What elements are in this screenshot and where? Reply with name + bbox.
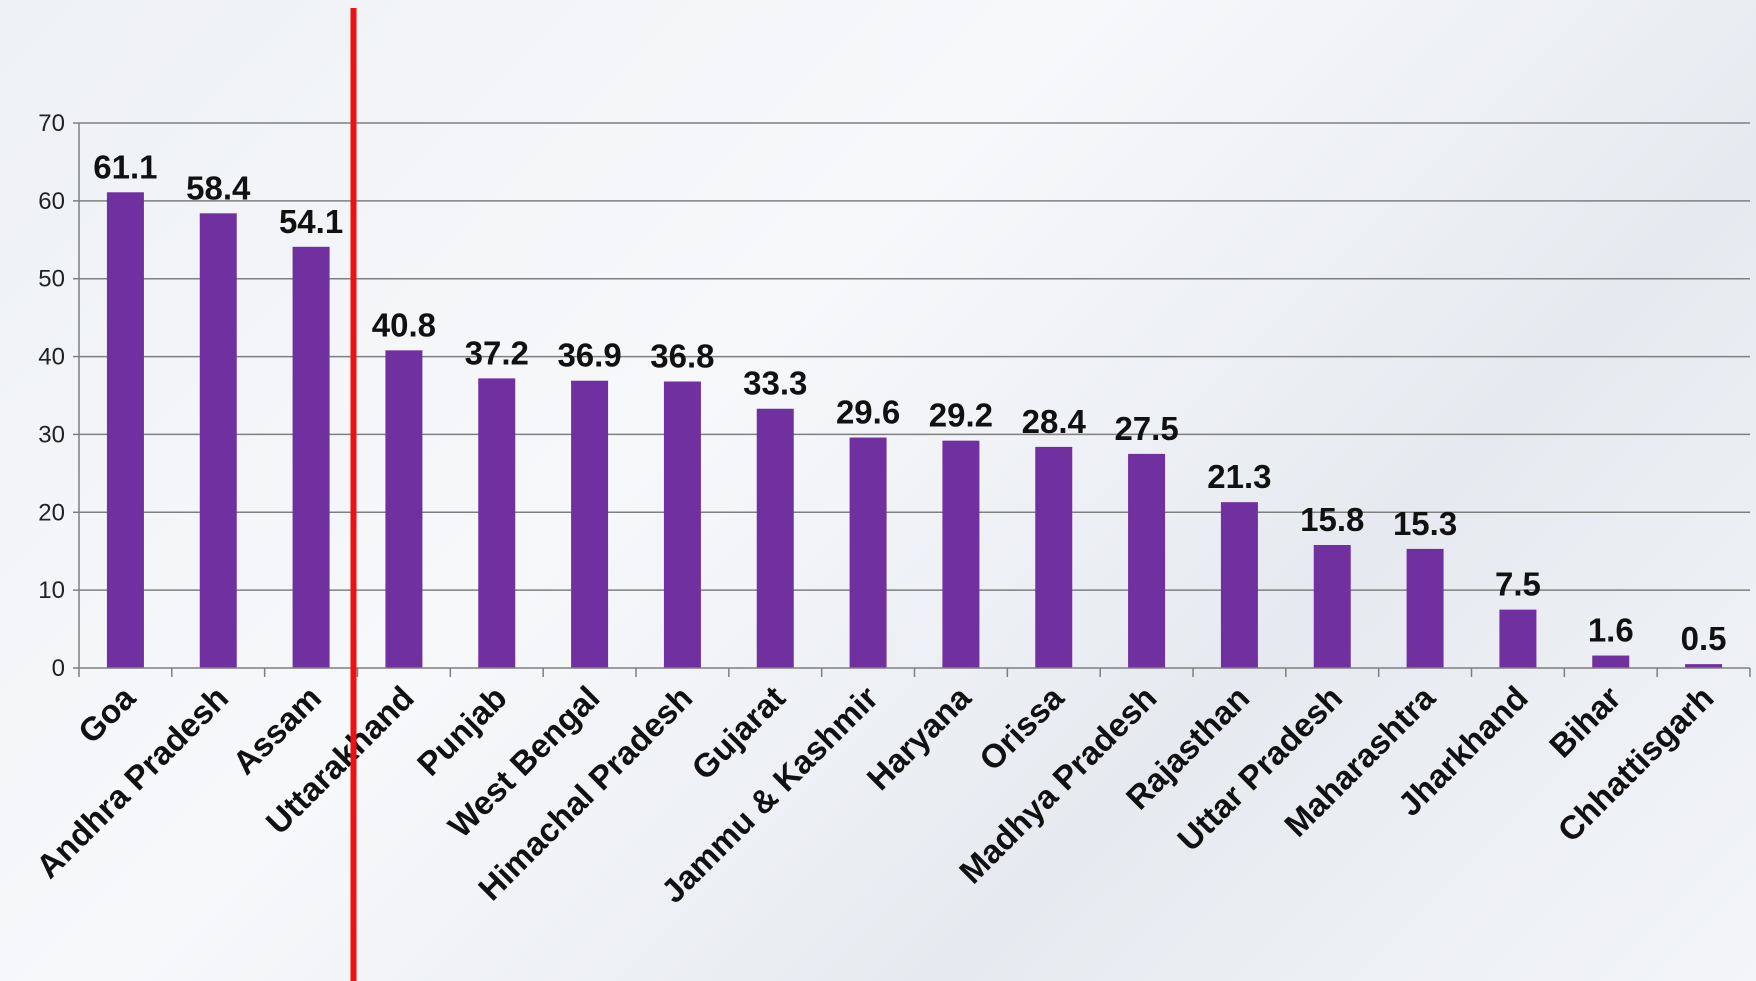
bar [292, 246, 330, 669]
y-tick-label: 10 [38, 577, 65, 604]
bar [1220, 502, 1258, 668]
bar [1592, 655, 1630, 668]
value-label: 21.3 [1207, 458, 1271, 495]
y-tick-label: 70 [38, 110, 65, 137]
value-label: 29.2 [929, 397, 993, 434]
y-tick-label: 60 [38, 188, 65, 215]
value-label: 36.8 [650, 337, 714, 374]
y-axis: 0 10 20 30 40 50 60 70 [38, 110, 80, 682]
bar [663, 381, 701, 668]
value-label: 27.5 [1114, 410, 1178, 447]
value-label: 37.2 [465, 334, 529, 371]
value-label: 58.4 [186, 169, 251, 206]
value-label: 29.6 [836, 394, 900, 431]
bars [106, 192, 1723, 669]
value-label: 28.4 [1022, 403, 1087, 440]
bar [106, 192, 144, 669]
bar [1035, 446, 1073, 668]
value-label: 15.3 [1393, 505, 1457, 542]
category-label: Goa [71, 678, 143, 750]
bar [199, 213, 237, 669]
bar [478, 378, 516, 668]
bar [849, 437, 887, 668]
bar [1406, 548, 1444, 668]
value-labels: 61.1 58.4 54.1 40.8 37.2 36.9 36.8 33.3 29.6 29.2… [93, 148, 1726, 657]
value-label: 7.5 [1495, 566, 1541, 603]
x-axis [78, 667, 1751, 677]
value-label: 33.3 [743, 365, 807, 402]
y-tick-label: 0 [52, 655, 65, 682]
category-label: Bihar [1542, 679, 1628, 765]
bar [1685, 664, 1723, 668]
bar [571, 380, 609, 668]
value-label: 61.1 [93, 148, 157, 185]
y-tick-label: 20 [38, 499, 65, 526]
y-tick-label: 30 [38, 421, 65, 448]
bar [1499, 609, 1537, 668]
y-tick-label: 50 [38, 266, 65, 293]
bar [385, 350, 423, 668]
bar [942, 440, 980, 668]
gridlines [79, 122, 1750, 591]
bar [756, 408, 794, 668]
bar [1313, 544, 1351, 668]
value-label: 1.6 [1588, 612, 1634, 649]
bar [1128, 453, 1166, 668]
value-label: 36.9 [557, 337, 621, 374]
category-label: Haryana [860, 678, 979, 797]
value-label: 0.5 [1681, 620, 1727, 657]
value-label: 54.1 [279, 203, 343, 240]
category-label: Uttar Pradesh [1170, 679, 1349, 858]
value-label: 15.8 [1300, 501, 1364, 538]
y-tick-label: 40 [38, 344, 65, 371]
value-label: 40.8 [372, 306, 436, 343]
